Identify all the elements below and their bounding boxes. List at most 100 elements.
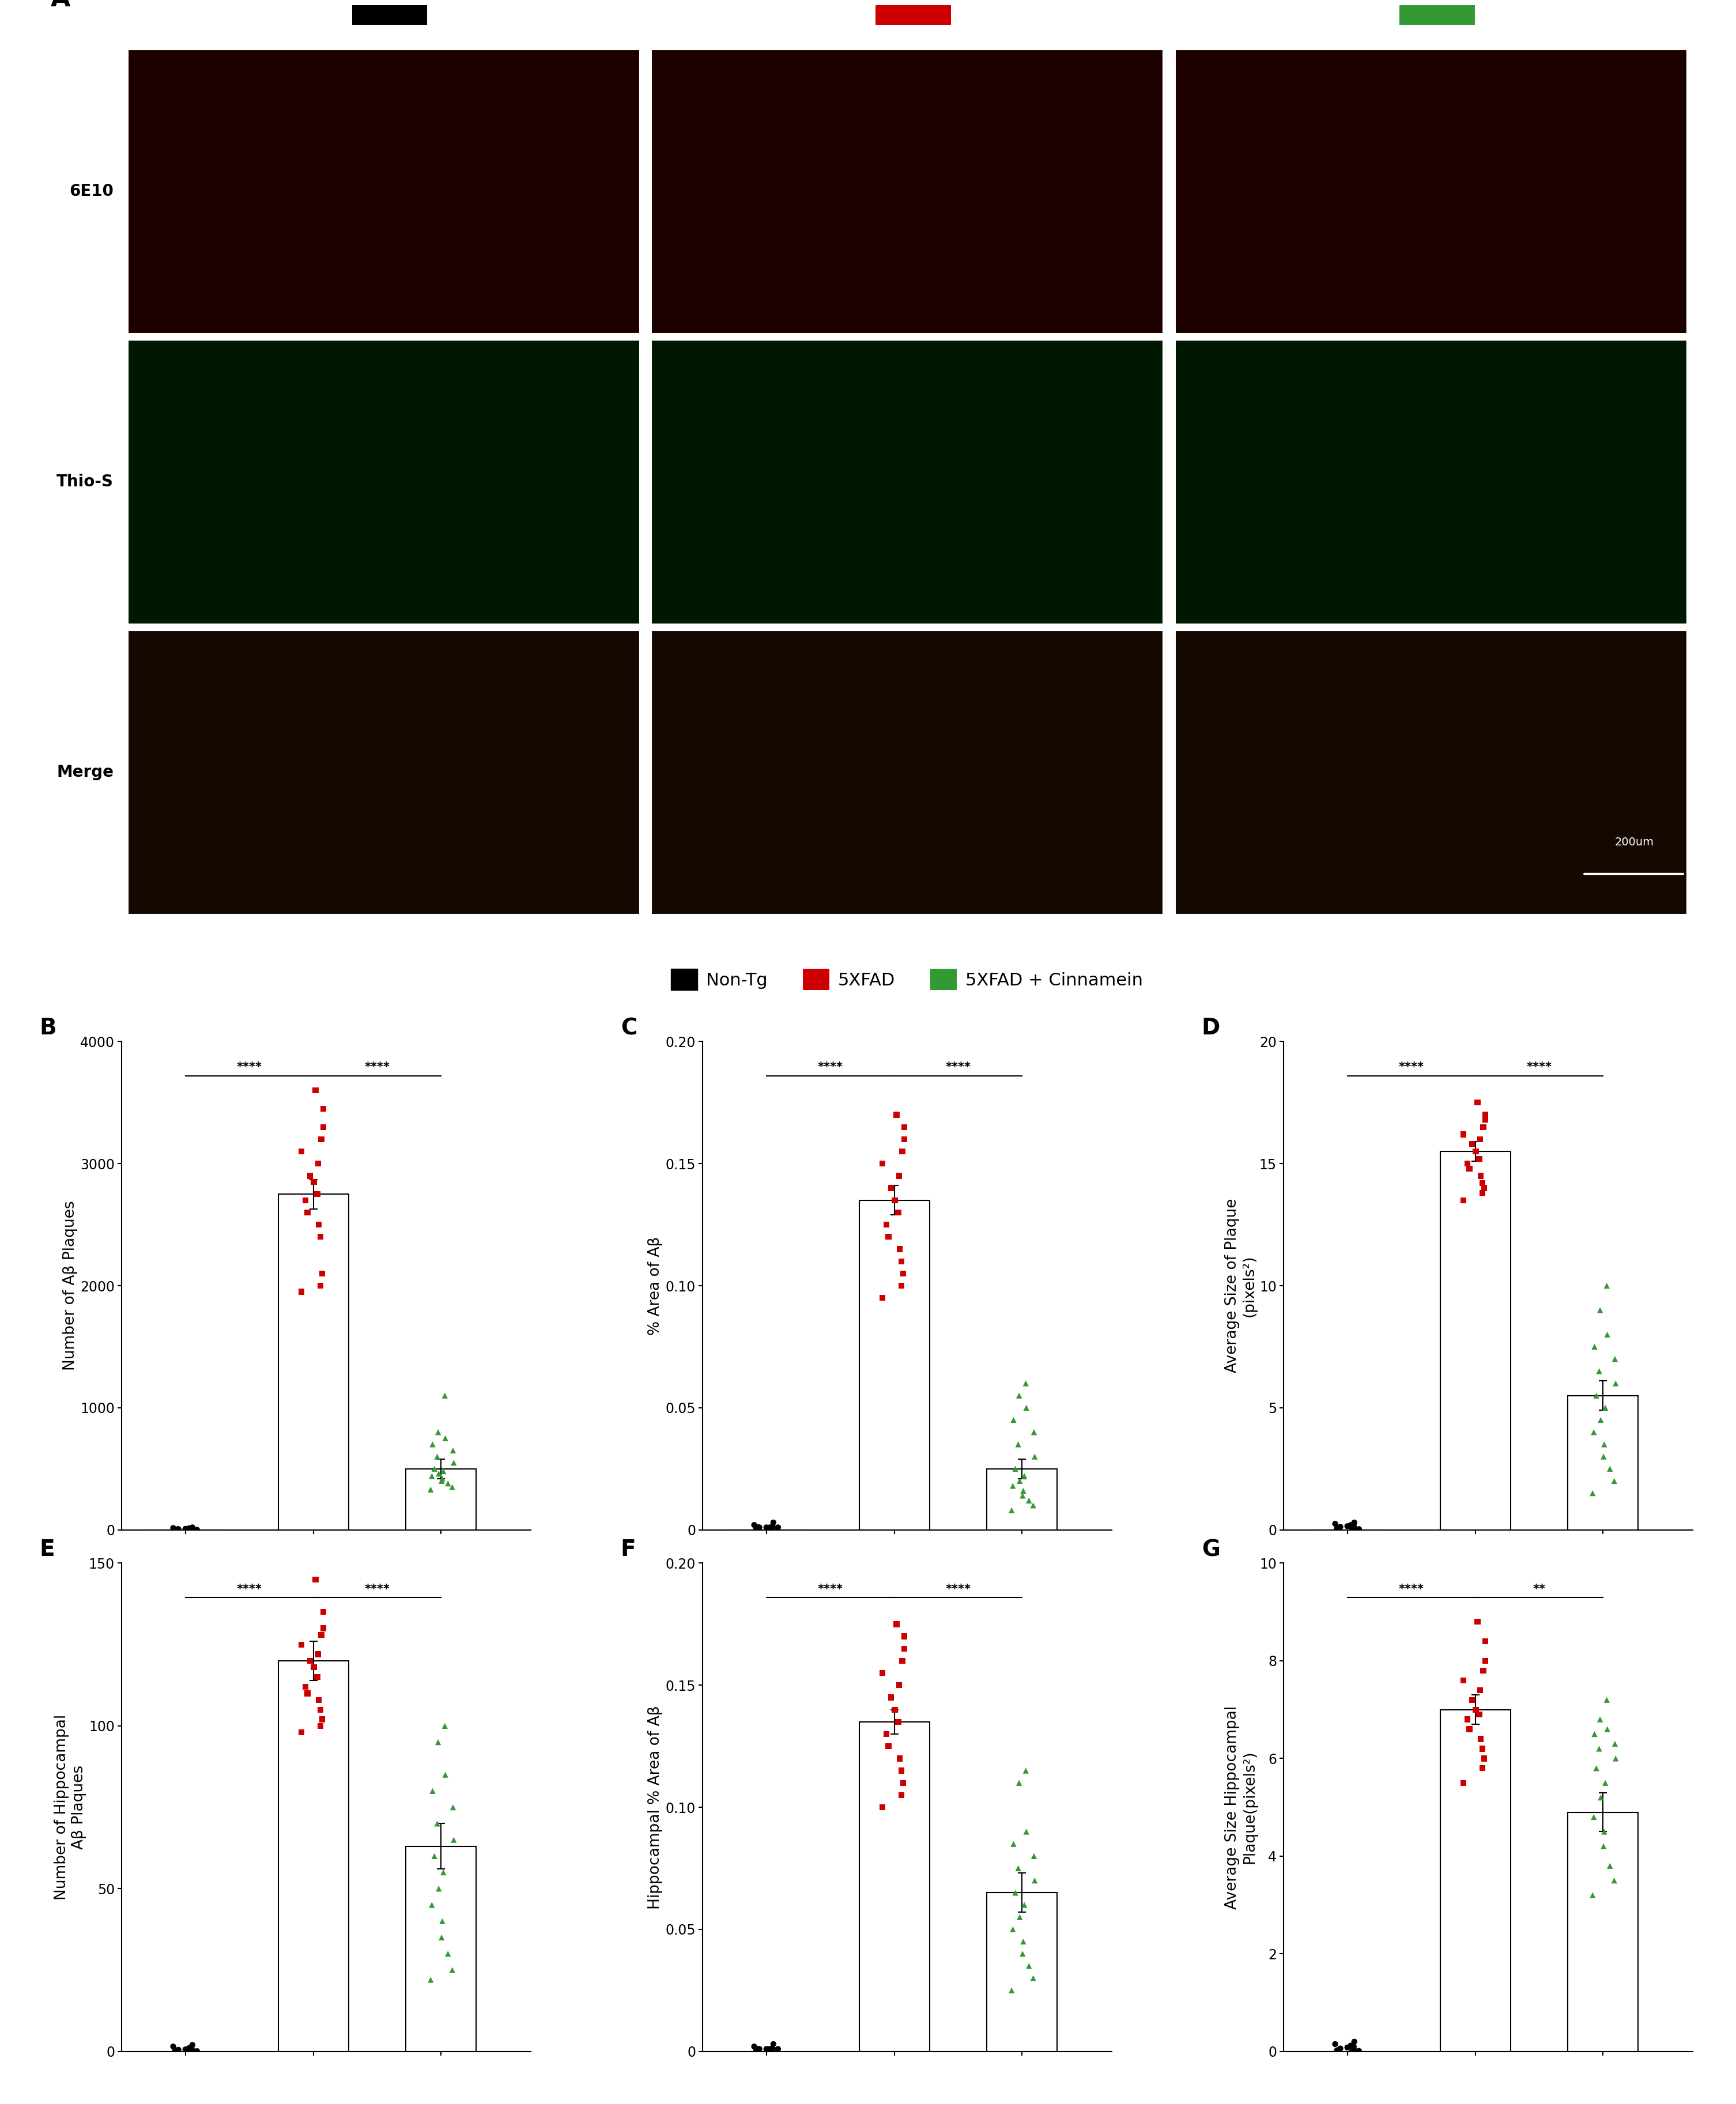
Point [1467,1673,1495,1706]
Point [1458,1683,1486,1717]
Text: 6E10: 6E10 [69,183,113,200]
Text: Merge: Merge [57,764,113,781]
Point [424,1807,451,1841]
Point [1450,1117,1477,1151]
Point [1469,1176,1496,1210]
Point [1450,1664,1477,1698]
Point [429,1462,457,1496]
Point [1583,1378,1611,1412]
Point [1602,1365,1630,1399]
Point [307,1220,335,1254]
Point [431,1378,458,1412]
Bar [1399,6,1476,25]
Point [998,1469,1026,1502]
Point [175,2030,203,2064]
Point [740,1509,767,1542]
Bar [988,1894,1057,2051]
Point [1021,1864,1049,1898]
Point [432,1759,460,1793]
Point [885,1233,913,1267]
Point [1012,1755,1040,1788]
Point [887,1243,915,1277]
Bar [278,1660,349,2051]
Point [1005,1765,1033,1799]
Point [1594,1683,1621,1717]
Bar [651,50,1163,332]
Point [184,2035,212,2068]
Point [439,1822,467,1856]
Point [759,1511,786,1544]
Point [1340,1506,1368,1540]
Point [759,2028,786,2062]
Point [1472,1098,1500,1132]
Point [1345,1513,1373,1546]
Point [741,2032,769,2066]
Point [1333,1509,1361,1542]
Point [300,1650,328,1683]
Point [1005,1378,1033,1412]
Point [439,1791,467,1824]
Point [288,1134,316,1168]
Point [1019,1961,1047,1995]
Point [1590,1816,1618,1849]
Point [434,1938,462,1971]
Bar [128,341,639,623]
Point [1587,1294,1614,1328]
Point [1470,1172,1498,1206]
Point [302,1563,330,1597]
Point [887,1755,915,1788]
Bar [278,1195,349,1530]
Point [292,1182,319,1216]
Point [1601,1727,1628,1761]
Point [1326,1511,1354,1544]
Point [184,1513,212,1546]
Point [1005,1464,1033,1498]
Point [885,1159,913,1193]
Bar [1568,1812,1639,2051]
Point [292,1671,319,1704]
Point [1340,2032,1368,2066]
Point [297,1643,325,1677]
Point [1005,1900,1033,1934]
Point [877,1681,904,1715]
Point [1021,1439,1049,1473]
Point [163,2032,191,2066]
Point [304,1660,332,1694]
Point [868,1281,896,1315]
Point [1587,1403,1614,1437]
Point [1578,1879,1606,1913]
Text: ****: **** [365,1063,391,1073]
Point [425,1456,453,1490]
Point [439,1471,467,1504]
Point [1594,1269,1621,1302]
Point [1580,1801,1608,1835]
Bar [1175,341,1686,623]
Point [1465,1698,1493,1732]
Point [891,1121,918,1155]
Point [432,1422,460,1456]
Point [759,1511,786,1544]
Point [1450,1765,1477,1799]
Point [745,1511,773,1544]
Point [998,1494,1026,1528]
Text: D: D [1201,1016,1220,1039]
Y-axis label: Average Size of Plaque
(pixels²): Average Size of Plaque (pixels²) [1224,1199,1257,1374]
Point [880,1694,908,1727]
Point [1601,1464,1628,1498]
Point [307,1121,335,1155]
Point [1326,2032,1354,2066]
Point [1012,1365,1040,1399]
Point [302,1073,330,1107]
Point [1009,1925,1036,1959]
Point [1580,1330,1608,1363]
Point [1467,1721,1495,1755]
Point [1010,1887,1038,1921]
Point [741,1511,769,1544]
Point [177,2035,205,2068]
Point [288,1275,316,1309]
Point [1585,1355,1613,1389]
Point [1321,2028,1349,2062]
Point [429,1454,457,1488]
Point [179,2035,207,2068]
Point [868,1656,896,1690]
